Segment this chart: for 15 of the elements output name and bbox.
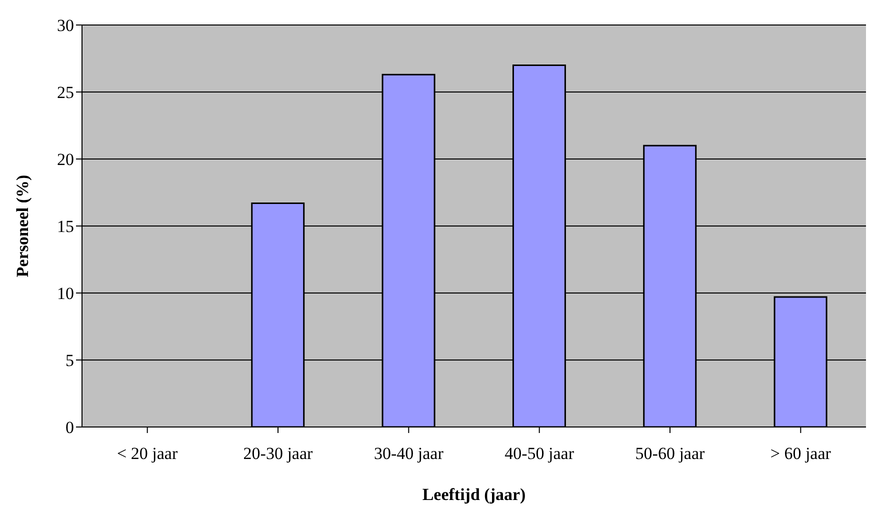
x-tick-label: 50-60 jaar <box>635 444 706 464</box>
y-tick-label: 5 <box>66 351 74 370</box>
y-tick-label: 30 <box>57 16 74 36</box>
y-axis-title: Personeel (%) <box>13 174 32 278</box>
x-axis-title: Leeftijd (jaar) <box>422 485 526 504</box>
y-tick-label: 0 <box>66 418 74 438</box>
y-tick-label: 15 <box>57 217 74 236</box>
x-tick-label: 20-30 jaar <box>243 444 314 464</box>
y-tick-label: 25 <box>57 83 74 102</box>
x-tick-label: 30-40 jaar <box>374 444 444 464</box>
x-tick-label: < 20 jaar <box>117 444 178 464</box>
x-tick-label: 40-50 jaar <box>504 444 574 464</box>
x-tick-label: > 60 jaar <box>770 444 832 464</box>
y-tick-label: 10 <box>57 284 74 304</box>
y-tick-label: 20 <box>57 150 74 170</box>
